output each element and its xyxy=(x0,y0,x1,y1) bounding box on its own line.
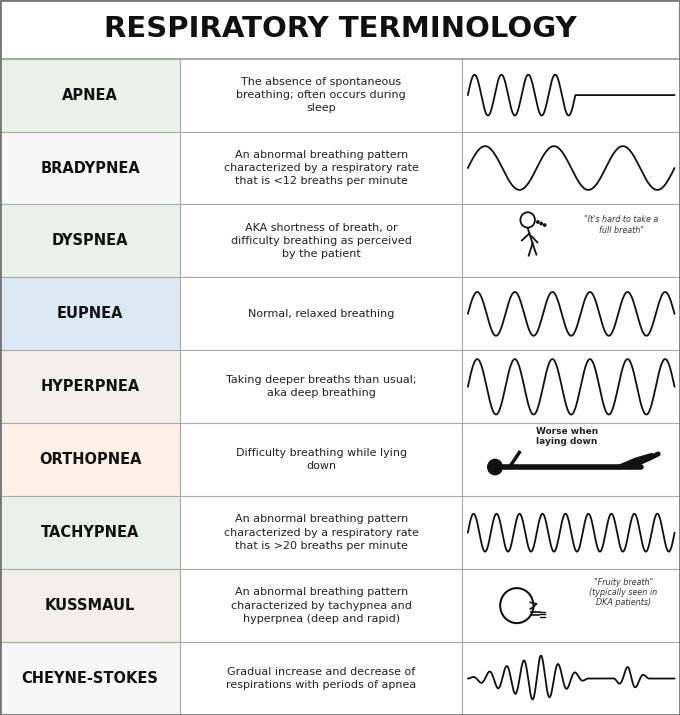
Bar xyxy=(462,642,680,715)
Text: KUSSMAUL: KUSSMAUL xyxy=(45,598,135,613)
Bar xyxy=(462,496,680,569)
Bar xyxy=(180,423,462,496)
Text: "It's hard to take a
full breath": "It's hard to take a full breath" xyxy=(584,215,658,235)
Bar xyxy=(0,277,180,350)
Bar xyxy=(0,350,180,423)
Bar xyxy=(0,132,180,204)
Text: BRADYPNEA: BRADYPNEA xyxy=(40,161,140,175)
Bar xyxy=(0,204,180,277)
Text: EUPNEA: EUPNEA xyxy=(57,307,123,321)
Bar xyxy=(462,350,680,423)
Text: Worse when
laying down: Worse when laying down xyxy=(536,427,598,446)
Bar xyxy=(180,204,462,277)
Circle shape xyxy=(537,221,539,223)
Text: Taking deeper breaths than usual;
aka deep breathing: Taking deeper breaths than usual; aka de… xyxy=(226,375,417,398)
Text: CHEYNE-STOKES: CHEYNE-STOKES xyxy=(22,671,158,686)
Circle shape xyxy=(540,222,543,225)
Bar xyxy=(0,496,180,569)
Bar xyxy=(180,496,462,569)
Text: Difficulty breathing while lying
down: Difficulty breathing while lying down xyxy=(236,448,407,471)
Bar xyxy=(0,59,180,132)
Bar xyxy=(462,423,680,496)
Bar xyxy=(180,132,462,204)
Text: The absence of spontaneous
breathing; often occurs during
sleep: The absence of spontaneous breathing; of… xyxy=(237,77,406,113)
Text: An abnormal breathing pattern
characterized by a respiratory rate
that is <12 br: An abnormal breathing pattern characteri… xyxy=(224,150,419,186)
Text: RESPIRATORY TERMINOLOGY: RESPIRATORY TERMINOLOGY xyxy=(103,15,577,44)
Bar xyxy=(0,0,680,59)
Bar xyxy=(180,277,462,350)
Bar xyxy=(180,59,462,132)
Bar xyxy=(462,59,680,132)
Text: TACHYPNEA: TACHYPNEA xyxy=(41,526,139,540)
Circle shape xyxy=(488,459,503,475)
Text: APNEA: APNEA xyxy=(62,88,118,102)
Bar xyxy=(462,204,680,277)
Bar xyxy=(462,277,680,350)
Bar xyxy=(0,423,180,496)
Text: DYSPNEA: DYSPNEA xyxy=(52,234,129,248)
Text: Normal, relaxed breathing: Normal, relaxed breathing xyxy=(248,309,394,319)
Text: ORTHOPNEA: ORTHOPNEA xyxy=(39,453,141,467)
Bar xyxy=(462,132,680,204)
Bar xyxy=(0,569,180,642)
Text: AKA shortness of breath, or
difficulty breathing as perceived
by the patient: AKA shortness of breath, or difficulty b… xyxy=(231,223,411,259)
Text: HYPERPNEA: HYPERPNEA xyxy=(41,380,139,394)
Text: An abnormal breathing pattern
characterized by tachypnea and
hyperpnea (deep and: An abnormal breathing pattern characteri… xyxy=(231,588,411,623)
Circle shape xyxy=(543,224,546,226)
Bar xyxy=(180,642,462,715)
Bar xyxy=(462,569,680,642)
Bar xyxy=(180,569,462,642)
Bar xyxy=(180,350,462,423)
Text: An abnormal breathing pattern
characterized by a respiratory rate
that is >20 br: An abnormal breathing pattern characteri… xyxy=(224,515,419,551)
Bar xyxy=(0,642,180,715)
Text: Gradual increase and decrease of
respirations with periods of apnea: Gradual increase and decrease of respira… xyxy=(226,667,416,690)
Text: "Fruity breath"
(typically seen in
DKA patients): "Fruity breath" (typically seen in DKA p… xyxy=(590,578,658,607)
